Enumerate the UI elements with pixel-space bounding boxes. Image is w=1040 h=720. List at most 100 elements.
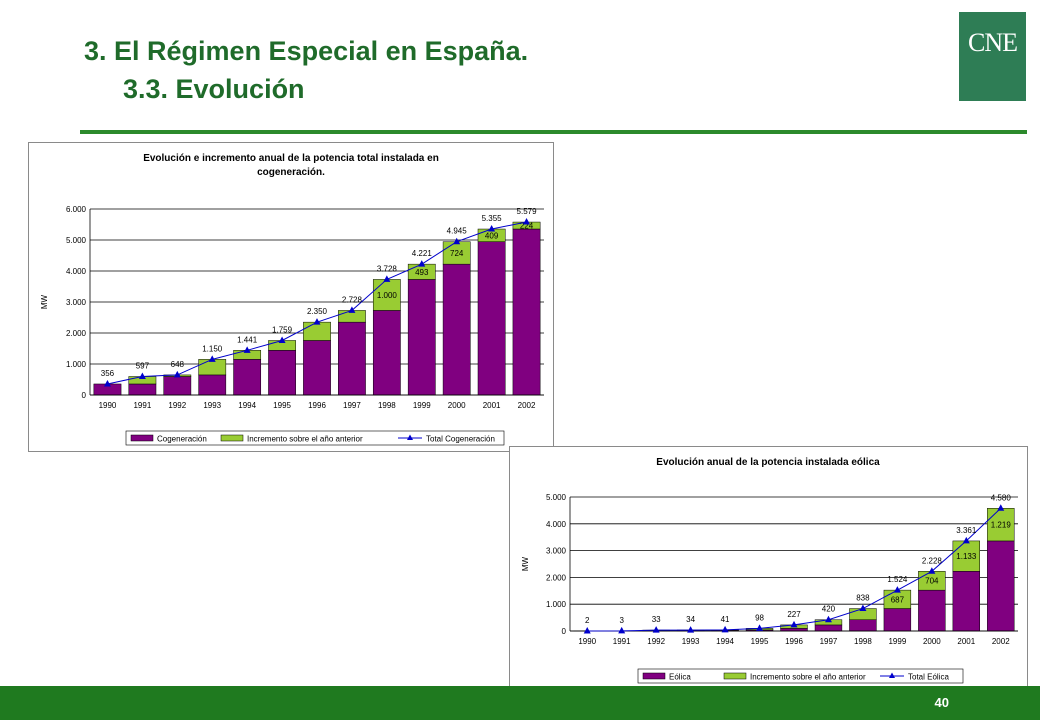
cogeneration-legend-label-total: Total Cogeneración (426, 435, 495, 444)
wind-total-label-1997: 420 (822, 605, 836, 614)
slide-title: 3. El Régimen Especial en España. (84, 36, 529, 66)
cogeneration-total-marker-1996 (313, 318, 321, 325)
wind-x-tick-label: 1994 (716, 637, 734, 646)
wind-legend-swatch-base (642, 672, 666, 680)
wind-total-marker-1995 (756, 624, 764, 631)
cogeneration-bar-1992-base (163, 376, 192, 396)
wind-bar-2000-base (918, 589, 946, 632)
cogeneration-total-marker-1997 (348, 306, 356, 313)
wind-x-tick-label: 1998 (854, 637, 872, 646)
wind-total-marker-2001 (962, 536, 970, 544)
cogeneration-chart: Evolución e incremento anual de la poten… (28, 142, 554, 452)
wind-total-label-2002: 4.580 (991, 493, 1012, 502)
wind-x-tick-label: 1996 (785, 637, 803, 646)
cogeneration-total-marker-2000 (453, 237, 461, 245)
wind-x-tick-label: 1991 (613, 637, 631, 646)
cogeneration-total-label-1993: 1.150 (202, 344, 223, 353)
wind-total-marker-1993 (687, 626, 695, 633)
cogeneration-total-label-2001: 5.355 (482, 214, 503, 223)
wind-x-tick-label: 1995 (751, 637, 769, 646)
cogeneration-increment-label-1998: 1.000 (377, 291, 398, 300)
wind-total-label-2000: 2.228 (922, 556, 943, 565)
wind-legend-label-base: Eólica (669, 673, 691, 682)
cogeneration-total-marker-2002 (523, 218, 531, 225)
cogeneration-total-label-1992: 648 (171, 360, 185, 369)
cogeneration-total-label-1991: 597 (136, 361, 150, 370)
wind-total-marker-2002 (997, 504, 1005, 511)
cogeneration-increment-label-1999: 493 (415, 268, 429, 277)
wind-total-label-1999: 1.524 (887, 575, 908, 584)
wind-x-tick-label: 2000 (923, 637, 941, 646)
wind-total-label-1998: 838 (856, 594, 870, 603)
cogeneration-bar-1998-base (372, 310, 401, 396)
cogeneration-total-marker-2001 (488, 224, 496, 232)
cogeneration-y-tick-label: 1.000 (66, 360, 87, 369)
cogeneration-x-tick-label: 2000 (448, 401, 466, 410)
cogeneration-x-tick-label: 1997 (343, 401, 361, 410)
wind-bar-1999-base (883, 608, 912, 632)
wind-bar-2001-increment (952, 540, 980, 572)
cogeneration-x-tick-label: 1995 (273, 401, 291, 410)
wind-total-label-1993: 34 (686, 615, 695, 624)
wind-y-tick-label: 3.000 (546, 547, 567, 556)
wind-total-label-1995: 98 (755, 613, 764, 622)
wind-bar-2002-increment (987, 508, 1015, 542)
cogeneration-bar-1991-base (128, 383, 157, 396)
wind-y-tick-label: 2.000 (546, 573, 567, 582)
cogeneration-y-tick-label: 6.000 (66, 205, 87, 214)
cogeneration-total-marker-1998 (383, 275, 391, 282)
footer-bar: 40 (0, 686, 1040, 720)
logo-text: CNE (968, 28, 1018, 57)
page-number: 40 (934, 695, 949, 710)
wind-increment-label-2002: 1.219 (991, 521, 1012, 530)
wind-y-tick-label: 4.000 (546, 520, 567, 529)
cogeneration-legend-swatch-base (130, 434, 154, 442)
cogeneration-x-tick-label: 2001 (483, 401, 501, 410)
cogeneration-total-label-2002: 5.579 (517, 207, 538, 216)
cogeneration-total-marker-1993 (208, 355, 216, 362)
cogeneration-x-tick-label: 1990 (99, 401, 117, 410)
cogeneration-bar-1998-increment (372, 279, 401, 311)
cogeneration-bar-1996-base (303, 340, 331, 396)
wind-total-marker-1990 (583, 626, 591, 634)
wind-x-tick-label: 1993 (682, 637, 700, 646)
cogeneration-bar-1993-base (198, 374, 227, 396)
wind-total-label-1994: 41 (721, 615, 730, 624)
cogeneration-y-tick-label: 5.000 (66, 236, 87, 245)
cogeneration-x-tick-label: 1991 (133, 401, 151, 410)
wind-x-tick-label: 1997 (820, 637, 838, 646)
wind-y-tick-label: 1.000 (546, 600, 567, 609)
wind-x-tick-label: 2001 (957, 637, 975, 646)
cogeneration-bar-2001-base (477, 241, 506, 396)
cogeneration-increment-label-2000: 724 (450, 249, 464, 258)
wind-bar-1998-base (849, 619, 877, 632)
cogeneration-x-tick-label: 1996 (308, 401, 326, 410)
cogeneration-legend-box (125, 430, 505, 446)
wind-increment-label-2000: 704 (925, 577, 939, 586)
wind-legend-label-total: Total Eólica (908, 673, 949, 682)
wind-y-tick-label: 5.000 (546, 493, 567, 502)
cogeneration-total-label-1996: 2.350 (307, 307, 328, 316)
wind-increment-label-2001: 1.133 (956, 552, 977, 561)
cogeneration-chart-title: Evolución e incremento anual de la poten… (143, 153, 439, 178)
cogeneration-y-tick-label: 4.000 (66, 267, 87, 276)
wind-legend-box (637, 668, 964, 684)
cogeneration-x-tick-label: 1992 (168, 401, 186, 410)
cogeneration-total-label-1999: 4.221 (412, 249, 433, 258)
cogeneration-bar-2000-base (442, 263, 471, 396)
cogeneration-bar-1997-base (338, 321, 366, 396)
wind-total-label-1991: 3 (619, 616, 624, 625)
wind-total-marker-2000 (928, 567, 936, 574)
cogeneration-x-tick-label: 1998 (378, 401, 396, 410)
cogeneration-increment-label-2001: 409 (485, 231, 499, 240)
wind-y-tick-label: 0 (562, 627, 567, 636)
cogeneration-bar-1994-base (233, 359, 262, 396)
wind-y-axis-label: MW (521, 556, 530, 571)
cogeneration-y-tick-label: 0 (82, 391, 87, 400)
cogeneration-total-label-2000: 4.945 (447, 227, 468, 236)
wind-total-marker-1992 (652, 626, 660, 633)
cne-logo: CNE (959, 12, 1026, 101)
wind-total-marker-1991 (618, 626, 626, 634)
cogeneration-total-marker-1995 (278, 336, 286, 343)
cogeneration-total-label-1997: 2.728 (342, 295, 363, 304)
